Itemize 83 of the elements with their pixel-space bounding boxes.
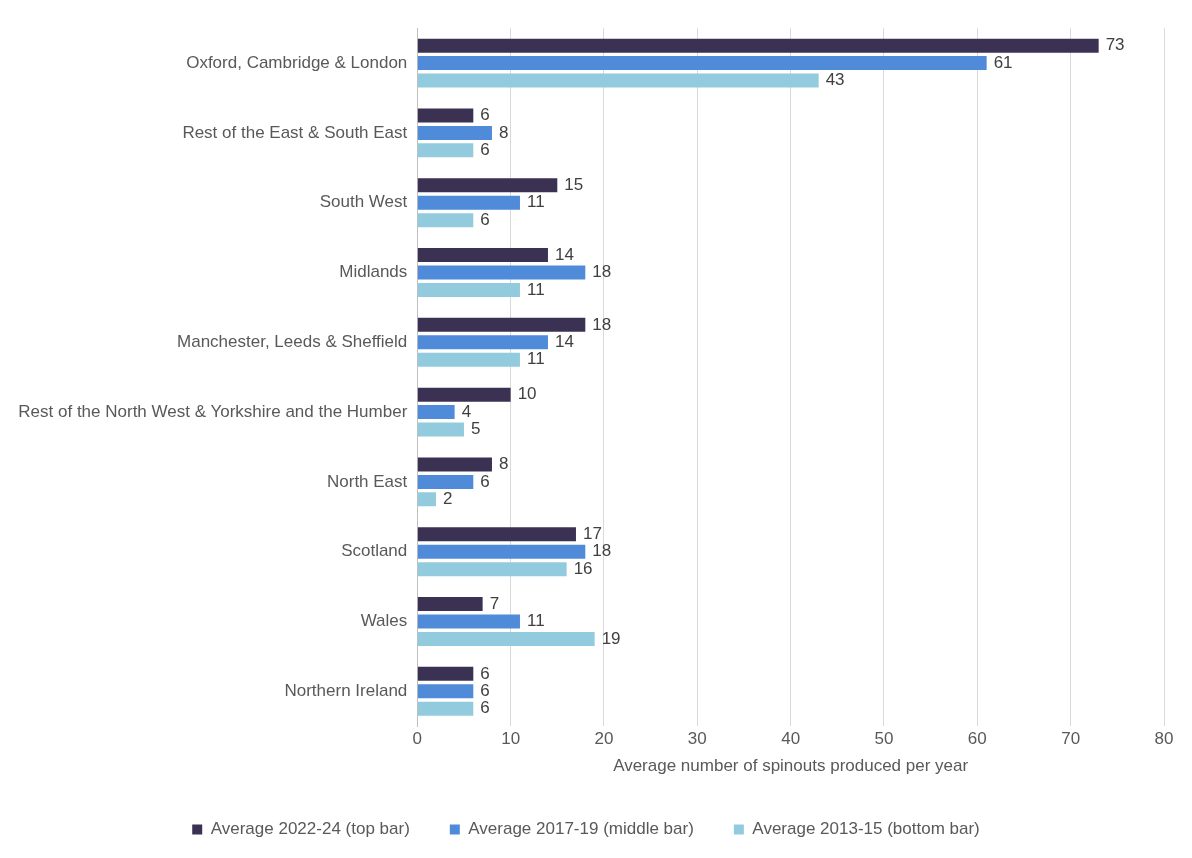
y-tick-label: Manchester, Leeds & Sheffield	[177, 331, 408, 351]
y-tick-label: Scotland	[341, 541, 408, 561]
data-label: 11	[526, 611, 545, 631]
bar	[417, 248, 548, 263]
y-tick-label: Rest of the East & South East	[182, 122, 408, 142]
data-label: 6	[480, 209, 490, 229]
bar	[417, 422, 464, 437]
x-tick-label: 60	[967, 729, 987, 749]
bar	[417, 492, 436, 507]
data-label: 14	[554, 244, 574, 264]
legend-label: Average 2017-19 (middle bar)	[468, 819, 694, 839]
y-tick-label: South West	[319, 192, 408, 212]
x-tick-label: 80	[1154, 729, 1174, 749]
legend-label: Average 2013-15 (bottom bar)	[752, 819, 980, 839]
y-tick-label: Midlands	[339, 262, 408, 282]
bar	[417, 317, 586, 332]
bar	[417, 527, 576, 542]
bar	[417, 544, 586, 559]
y-tick-label: Oxford, Cambridge & London	[186, 52, 408, 72]
data-label: 18	[592, 541, 612, 561]
x-tick-label: 70	[1061, 729, 1081, 749]
bar	[417, 282, 520, 297]
data-label: 6	[480, 140, 490, 160]
data-label: 2	[442, 489, 453, 509]
data-label: 18	[592, 262, 612, 282]
y-tick-label: Northern Ireland	[284, 680, 408, 700]
x-tick-label: 50	[874, 729, 894, 749]
bar	[417, 195, 520, 210]
data-label: 61	[993, 52, 1013, 72]
bar	[417, 666, 474, 681]
y-tick-label: Wales	[360, 611, 408, 631]
bar	[417, 56, 987, 71]
data-label: 73	[1105, 35, 1125, 55]
data-label: 7	[489, 593, 500, 613]
bar	[417, 335, 548, 350]
bar	[417, 597, 483, 612]
bar	[417, 143, 474, 158]
x-tick-label: 40	[781, 729, 801, 749]
data-label: 43	[825, 70, 845, 90]
data-label: 10	[517, 384, 537, 404]
data-label: 11	[526, 349, 545, 369]
data-label: 8	[498, 454, 509, 474]
bar	[417, 265, 586, 280]
x-tick-label: 20	[594, 729, 614, 749]
bar	[417, 38, 1099, 53]
data-label: 16	[573, 558, 593, 578]
bar	[417, 125, 492, 140]
bar	[417, 684, 474, 699]
data-label: 19	[601, 628, 621, 648]
data-label: 6	[480, 105, 490, 125]
data-label: 15	[564, 174, 584, 194]
y-tick-label: Rest of the North West & Yorkshire and the Humber	[18, 401, 408, 421]
data-label: 8	[498, 122, 509, 142]
bar	[417, 457, 492, 472]
data-label: 6	[480, 471, 490, 491]
y-tick-label: North East	[326, 471, 408, 491]
data-label: 18	[592, 314, 612, 334]
bar	[417, 562, 567, 577]
bar	[417, 701, 474, 716]
x-tick-label: 0	[412, 729, 423, 749]
x-tick-label: 10	[501, 729, 521, 749]
bar	[417, 108, 474, 123]
bar	[417, 73, 819, 88]
bar	[417, 213, 474, 228]
data-label: 11	[526, 279, 545, 299]
data-label: 5	[470, 419, 481, 439]
bar	[417, 614, 520, 629]
x-tick-label: 30	[687, 729, 707, 749]
x-axis-title: Average number of spinouts produced per year	[613, 756, 969, 776]
data-label: 6	[480, 698, 490, 718]
data-label: 6	[480, 680, 490, 700]
bar	[417, 387, 511, 402]
bar	[417, 405, 455, 420]
bar	[417, 474, 474, 489]
legend-label: Average 2022-24 (top bar)	[210, 819, 410, 839]
data-label: 4	[461, 401, 472, 421]
data-label: 17	[582, 523, 602, 543]
bar	[417, 631, 595, 646]
bar	[417, 178, 558, 193]
bar	[417, 352, 520, 367]
data-label: 14	[554, 331, 574, 351]
data-label: 11	[526, 192, 545, 212]
data-label: 6	[480, 663, 490, 683]
